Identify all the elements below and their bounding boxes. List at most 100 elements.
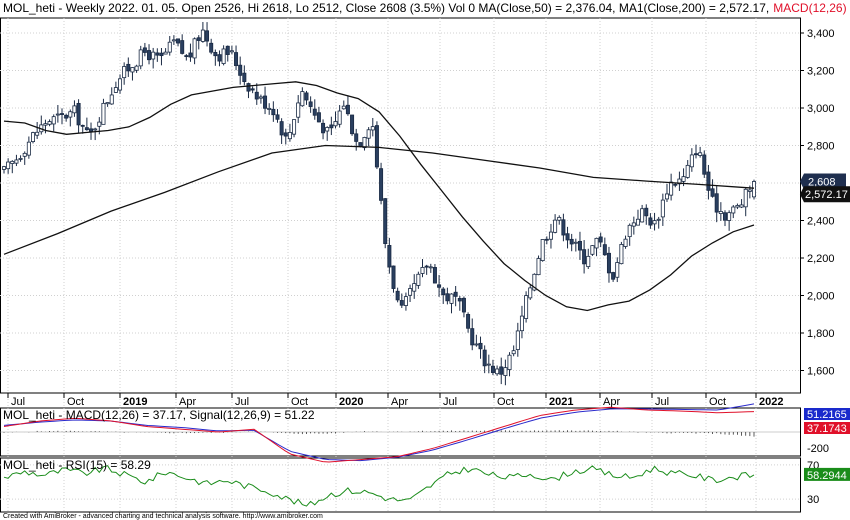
candle bbox=[648, 213, 653, 229]
candle-body bbox=[669, 181, 674, 196]
candle-body bbox=[308, 101, 313, 107]
candle-body bbox=[122, 66, 127, 79]
candle bbox=[445, 287, 450, 305]
candle-body bbox=[615, 262, 620, 278]
candle-body bbox=[97, 121, 102, 127]
candle-body bbox=[635, 218, 640, 226]
candle bbox=[76, 99, 81, 134]
candle-body bbox=[209, 42, 214, 53]
candle-body bbox=[296, 102, 301, 118]
candle bbox=[366, 127, 371, 147]
candle-body bbox=[155, 52, 160, 56]
candle bbox=[242, 65, 247, 86]
rsi-panel-title: MOL_heti - RSI(15) = 58.29 bbox=[3, 458, 151, 472]
candle-body bbox=[229, 50, 234, 53]
candle-body bbox=[565, 233, 570, 241]
candle bbox=[263, 86, 268, 115]
signal-badge-label: 51.2165 bbox=[807, 409, 847, 421]
candle-body bbox=[623, 238, 628, 247]
candle bbox=[10, 160, 15, 174]
candle bbox=[379, 162, 384, 205]
candle bbox=[151, 47, 156, 69]
candle-body bbox=[553, 219, 558, 233]
candle-body bbox=[101, 102, 106, 125]
candle-body bbox=[374, 125, 379, 168]
candle-body bbox=[14, 159, 19, 164]
candle-body bbox=[515, 330, 520, 350]
y-tick-label: 3,400 bbox=[807, 28, 835, 40]
candle-body bbox=[631, 222, 636, 227]
candle-body bbox=[714, 193, 719, 213]
candle-body bbox=[710, 188, 715, 197]
candles-group bbox=[2, 22, 757, 386]
candle bbox=[698, 146, 703, 158]
candle bbox=[590, 245, 595, 256]
candle-body bbox=[548, 231, 553, 240]
candle-body bbox=[362, 137, 367, 149]
candle bbox=[503, 359, 508, 386]
candle-body bbox=[652, 220, 657, 225]
candle-body bbox=[735, 205, 740, 208]
candle bbox=[325, 126, 330, 141]
candle-body bbox=[316, 112, 321, 123]
candle bbox=[176, 38, 181, 47]
ma200-badge bbox=[800, 186, 850, 203]
candle bbox=[478, 336, 483, 359]
candle bbox=[544, 236, 549, 245]
candle-body bbox=[171, 39, 176, 42]
candle bbox=[511, 345, 516, 357]
candle bbox=[474, 334, 479, 347]
candle bbox=[300, 87, 305, 107]
candle-body bbox=[689, 154, 694, 168]
candle-body bbox=[221, 48, 226, 64]
ma200-badge-label: 2,572.17 bbox=[805, 189, 848, 201]
candle-body bbox=[105, 102, 110, 105]
price-panel-frame bbox=[0, 17, 801, 394]
candle bbox=[362, 136, 367, 151]
candle-body bbox=[196, 37, 201, 41]
candle bbox=[93, 127, 98, 141]
candle bbox=[250, 86, 255, 94]
candle bbox=[258, 94, 263, 104]
candle-body bbox=[267, 108, 272, 110]
candle bbox=[399, 293, 404, 309]
candle-body bbox=[151, 51, 156, 60]
rsi-badge bbox=[804, 467, 850, 481]
y-tick-label: 2,800 bbox=[807, 141, 835, 153]
candle bbox=[602, 237, 607, 256]
candle bbox=[84, 117, 89, 131]
candle bbox=[619, 241, 624, 265]
candle bbox=[743, 187, 748, 217]
candle bbox=[408, 284, 413, 303]
candle bbox=[155, 48, 160, 62]
candle bbox=[122, 62, 127, 85]
candle-body bbox=[412, 283, 417, 292]
candle bbox=[486, 354, 491, 374]
candle bbox=[68, 109, 73, 127]
candle bbox=[611, 271, 616, 282]
candle-body bbox=[685, 164, 690, 178]
candle-body bbox=[118, 78, 123, 91]
candle bbox=[652, 212, 657, 231]
candle-body bbox=[80, 124, 85, 127]
candle bbox=[374, 121, 379, 170]
candle-body bbox=[76, 102, 81, 126]
candle-body bbox=[693, 153, 698, 156]
candle bbox=[370, 117, 375, 137]
candle bbox=[706, 164, 711, 200]
candle bbox=[553, 214, 558, 234]
candle bbox=[482, 345, 487, 374]
footer-credit: Created with AmiBroker - advanced charti… bbox=[3, 513, 323, 520]
candle bbox=[188, 43, 193, 62]
y-tick-label: 3,200 bbox=[807, 66, 835, 78]
candle-body bbox=[18, 158, 23, 160]
candle bbox=[540, 239, 545, 262]
candle-body bbox=[192, 38, 197, 59]
candle-body bbox=[113, 87, 118, 93]
candle-body bbox=[424, 265, 429, 268]
candle-body bbox=[449, 293, 454, 304]
candle-body bbox=[329, 124, 334, 129]
candle-body bbox=[138, 49, 143, 67]
candle bbox=[416, 271, 421, 289]
